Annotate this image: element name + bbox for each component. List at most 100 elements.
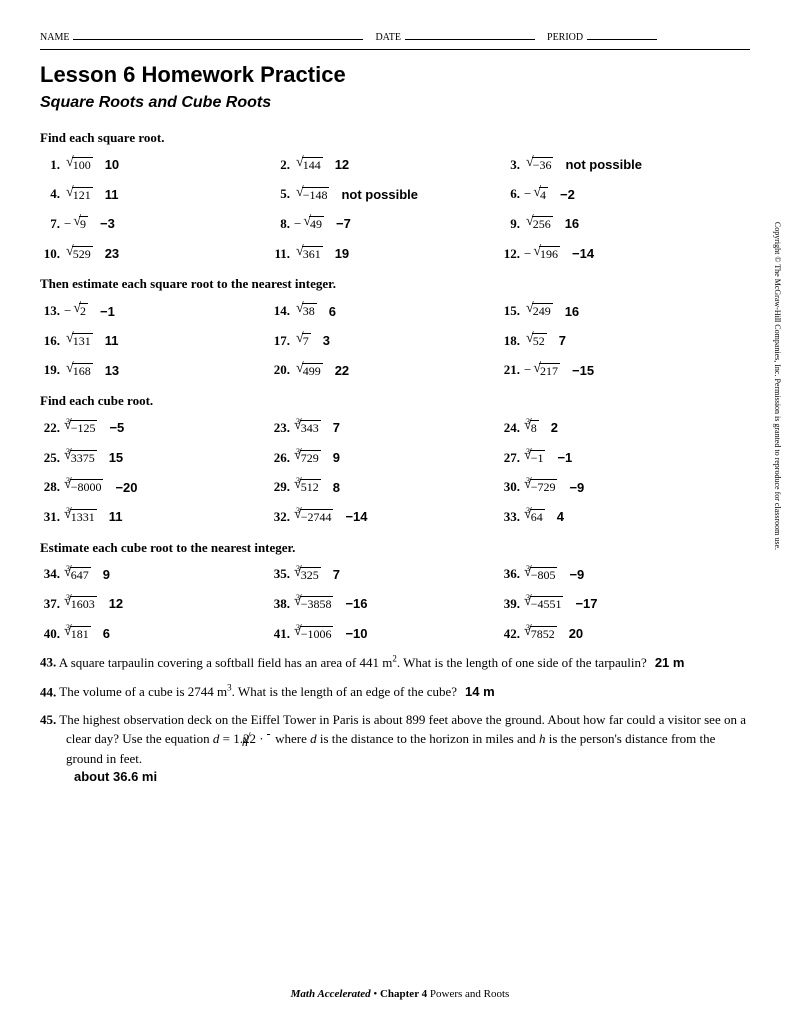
section-heading: Find each square root.: [40, 130, 750, 146]
problem-item: 22.3√−125−5: [40, 419, 270, 437]
problem-item: 35. 3√325 7: [270, 566, 500, 584]
problem-number: 28.: [40, 479, 60, 495]
answer: 11: [105, 333, 119, 348]
problem-number: 21.: [500, 362, 520, 378]
problem-number: 32.: [270, 509, 290, 525]
problem-item: 17.√73: [270, 332, 500, 350]
section-heading: Then estimate each square root to the ne…: [40, 276, 750, 292]
radical: 3√1331: [66, 508, 97, 526]
problem-number: 7.: [40, 216, 60, 232]
problem-grid: 22.3√−125−523.3√343724.3√8225.3√33751526…: [40, 419, 750, 525]
answer: not possible: [565, 157, 642, 172]
answer: −9: [569, 480, 584, 495]
problem-item: 6.−√4−2: [500, 186, 750, 204]
radical: 3√−1: [526, 449, 545, 467]
problem-item: 18.√527: [500, 332, 750, 350]
radical: √499: [296, 362, 323, 380]
answer: 7: [333, 567, 340, 582]
problem-item: 37.3√160312: [40, 595, 270, 613]
problem-number: 25.: [40, 450, 60, 466]
problem-item: 2.√14412: [270, 156, 500, 174]
problem-item: 9.√25616: [500, 215, 750, 233]
header-line: NAME DATE PERIOD: [40, 30, 750, 43]
answer: 23: [105, 246, 119, 261]
answer: 4: [557, 509, 564, 524]
answer: −1: [557, 450, 572, 465]
answer: −3: [100, 216, 115, 231]
problem-number: 23.: [270, 420, 290, 436]
blank-date: [405, 30, 535, 40]
prefix: −: [524, 362, 531, 378]
word-problem: 43. A square tarpaulin covering a softba…: [40, 652, 750, 672]
problem-number: 4.: [40, 186, 60, 202]
problem-item: 20.√49922: [270, 362, 500, 380]
radical: 3√−3858: [296, 595, 333, 613]
radical: √249: [526, 302, 553, 320]
problem-item: 7.−√9−3: [40, 215, 270, 233]
prefix: −: [524, 246, 531, 262]
problem-item: 1.√10010: [40, 156, 270, 174]
radical: 3√729: [296, 449, 321, 467]
radical: 3√−2744: [296, 508, 333, 526]
answer: −5: [109, 420, 124, 435]
section-heading: Estimate each cube root to the nearest i…: [40, 540, 750, 556]
problem-item: 38. 3√−3858 −16: [270, 595, 500, 613]
page-subtitle: Square Roots and Cube Roots: [40, 94, 750, 112]
problem-item: 4. √121 11: [40, 186, 270, 204]
radical: 3√181: [66, 625, 91, 643]
label-name: NAME: [40, 32, 69, 43]
radical: 3√−805: [526, 566, 557, 584]
problem-number: 12.: [500, 246, 520, 262]
radical: √217: [533, 362, 560, 380]
problem-number: 38.: [270, 596, 290, 612]
answer: 11: [105, 187, 119, 202]
problem-number: 34.: [40, 566, 60, 582]
radical: √−36: [526, 156, 553, 174]
radical: √52: [526, 332, 547, 350]
problem-number: 36.: [500, 566, 520, 582]
problem-number: 27.: [500, 450, 520, 466]
problem-number: 24.: [500, 420, 520, 436]
radical: 3√−1006: [296, 625, 333, 643]
answer: 7: [333, 420, 340, 435]
problem-number: 41.: [270, 626, 290, 642]
answer: 6: [329, 304, 336, 319]
problem-number: 1.: [40, 157, 60, 173]
answer: 21 m: [655, 655, 685, 670]
radical: 3√325: [296, 566, 321, 584]
answer: 12: [109, 596, 123, 611]
answer: 20: [569, 626, 583, 641]
problem-number: 22.: [40, 420, 60, 436]
answer: −16: [345, 596, 367, 611]
problem-item: 42.3√785220: [500, 625, 750, 643]
answer: 9: [333, 450, 340, 465]
answer: −14: [572, 246, 594, 261]
word-problem: 45. The highest observation deck on the …: [40, 711, 750, 786]
radical: 3√8: [526, 419, 539, 437]
page-title: Lesson 6 Homework Practice: [40, 62, 750, 88]
problem-number: 35.: [270, 566, 290, 582]
prefix: −: [64, 303, 71, 319]
radical: √121: [66, 186, 93, 204]
problem-number: 20.: [270, 362, 290, 378]
radical: √100: [66, 156, 93, 174]
radical: √144: [296, 156, 323, 174]
radical: 3√512: [296, 478, 321, 496]
problem-item: 21.−√217−15: [500, 362, 750, 380]
problem-text: The volume of a cube is 2744 m3. What is…: [59, 684, 457, 699]
problem-grid: 34.3√647935.3√325736.3√−805−937.3√160312…: [40, 566, 750, 643]
problem-item: 27. 3√−1 −1: [500, 449, 750, 467]
problem-number: 18.: [500, 333, 520, 349]
answer: 14 m: [465, 684, 495, 699]
problem-item: 23.3√3437: [270, 419, 500, 437]
radical: 3√64: [526, 508, 545, 526]
answer: 15: [109, 450, 123, 465]
answer: −10: [345, 626, 367, 641]
problem-number: 6.: [500, 186, 520, 202]
problem-item: 32.3√−2744−14: [270, 508, 500, 526]
word-problems: 43. A square tarpaulin covering a softba…: [40, 652, 750, 786]
radical: √7: [296, 332, 311, 350]
radical: √9: [73, 215, 88, 233]
problem-item: 31.3√133111: [40, 508, 270, 526]
problem-item: 36.3√−805−9: [500, 566, 750, 584]
